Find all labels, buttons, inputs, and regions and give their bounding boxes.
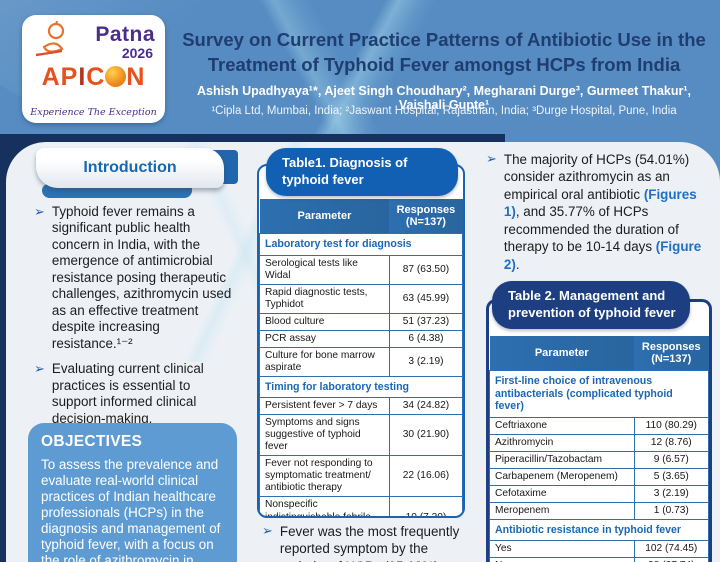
logo-tagline: Experience The Exception [30,107,157,118]
title-line-1: Survey on Current Practice Patterns of A… [182,29,706,50]
objectives-body: To assess the prevalence and evaluate re… [41,457,221,562]
table-row: Meropenem 1 (0.73) [489,501,709,520]
results-bullet: ➢ The majority of HCPs (54.01%) consider… [486,151,714,273]
table1-card: Parameter Responses (N=137) Laboratory t… [257,164,465,518]
poster-title: Survey on Current Practice Patterns of A… [172,28,716,78]
mid-note-text: Fever was the most frequently reported s… [279,524,460,562]
bullet-arrow-icon: ➢ [34,204,45,219]
logo-year: 2026 [121,45,153,61]
logo-top: Patna 2026 [30,21,157,67]
table2-card: Parameter Responses (N=137) First-line c… [486,299,712,562]
table1-header: Parameter Responses (N=137) [259,199,463,234]
table-row: Timing for laboratory testing [259,375,463,399]
table-row: Fever not responding to symptomatic trea… [259,455,463,498]
table-row: Laboratory test for diagnosis [259,233,463,256]
table1-body: Laboratory test for diagnosis Serological… [259,233,463,516]
table2: Parameter Responses (N=137) First-line c… [489,336,709,562]
title-line-2: Treatment of Typhoid Fever amongst HCPs … [207,53,681,75]
note-part: . [515,256,520,272]
table-row: Nonspecific indistinguishable febrile il… [259,496,463,516]
table-row: Ceftriaxone 110 (80.29) [489,416,709,435]
table-row: Carbapenem (Meropenem) 5 (3.65) [489,467,709,486]
logo-apicon-c: C [86,63,106,91]
table1-footnote-bullet: ➢ Fever was the most frequently reported… [262,523,468,562]
table-row: Piperacillin/Tazobactam 9 (6.57) [489,450,709,469]
bullet-arrow-icon: ➢ [486,151,497,166]
table-row: Antibiotic resistance in typhoid fever [489,518,709,542]
table1-title-bubble: Table1. Diagnosis of typhoid fever [266,148,458,196]
table2-body: First-line choice of intravenous antibac… [489,370,709,562]
logo-apicon-n: N [126,63,146,91]
note-part: , and 35.77% of HCPs recommended the dur… [503,204,679,255]
ribbon-body: Introduction [36,148,224,188]
table2-header: Parameter Responses (N=137) [489,336,709,371]
introduction-header-ribbon: Introduction [36,148,238,200]
table2-col-responses: Responses (N=137) [634,336,709,371]
table-row: Rapid diagnostic tests, Typhidot 63 (45.9… [259,283,463,314]
figure2-reference: (Figure 2) [503,239,702,272]
table2-col-parameter: Parameter [489,336,635,371]
table-row: Persistent fever > 7 days 34 (24.82) [259,397,463,416]
table1-col-parameter: Parameter [259,199,390,234]
buddha-icon [35,21,65,57]
results-bullet-text: The majority of HCPs (54.01%) consider a… [504,151,714,273]
table-row: First-line choice of intravenous antibac… [489,370,709,418]
introduction-title: Introduction [83,159,177,176]
intro-bullet-text: Typhoid fever remains a significant publ… [51,204,232,351]
logo-tower-letter: I [78,63,87,91]
objectives-box: OBJECTIVES To assess the prevalence and … [28,423,237,562]
figure1-reference: (Figures 1) [503,186,697,220]
table-row: Cefotaxime 3 (2.19) [489,484,709,503]
note-part: The majority of HCPs (54.01%) consider a… [503,152,690,202]
orange-fruit-icon [105,66,127,87]
table-row: PCR assay 6 (4.38) [259,329,463,348]
bullet-arrow-icon: ➢ [262,523,273,538]
table-row: Serological tests like Widal 87 (63.50) [259,254,463,285]
intro-bullet-text: Evaluating current clinical practices is… [51,361,204,426]
introduction-bullet-list: ➢ Typhoid fever remains a significant pu… [34,204,238,436]
table-row: No38 (27.74) [489,557,709,562]
affiliations-line: ¹Cipla Ltd, Mumbai, India; ²Jaswant Hosp… [211,105,677,117]
table-row: Yes 102 (74.45) [489,540,709,559]
table-row: Blood culture 51 (37.23) [259,312,463,331]
table1: Parameter Responses (N=137) Laboratory t… [259,199,463,516]
list-item: ➢ Typhoid fever remains a significant pu… [34,204,238,352]
logo-apicon-ap: AP [41,63,79,91]
table-row: Culture for bone marrow aspirate 3 (2.19) [259,346,463,377]
table-row: Symptoms and signs suggestive of typhoid… [259,414,463,457]
list-item: ➢ Evaluating current clinical practices … [34,361,238,427]
table-row: Azithromycin 12 (8.76) [489,433,709,452]
table1-col-responses: Responses (N=137) [389,199,463,234]
conference-logo: Patna 2026 APIC N Experience The Exceptio… [22,15,165,123]
objectives-title: OBJECTIVES [41,433,143,450]
bullet-arrow-icon: ➢ [34,361,45,377]
logo-city: Patna [95,23,155,46]
table2-title-bubble: Table 2. Management and prevention of ty… [492,281,690,329]
authors-line: Ashish Upadhyaya¹*, Ajeet Singh Choudhar… [196,84,692,112]
logo-apicon: APIC N [22,65,165,90]
